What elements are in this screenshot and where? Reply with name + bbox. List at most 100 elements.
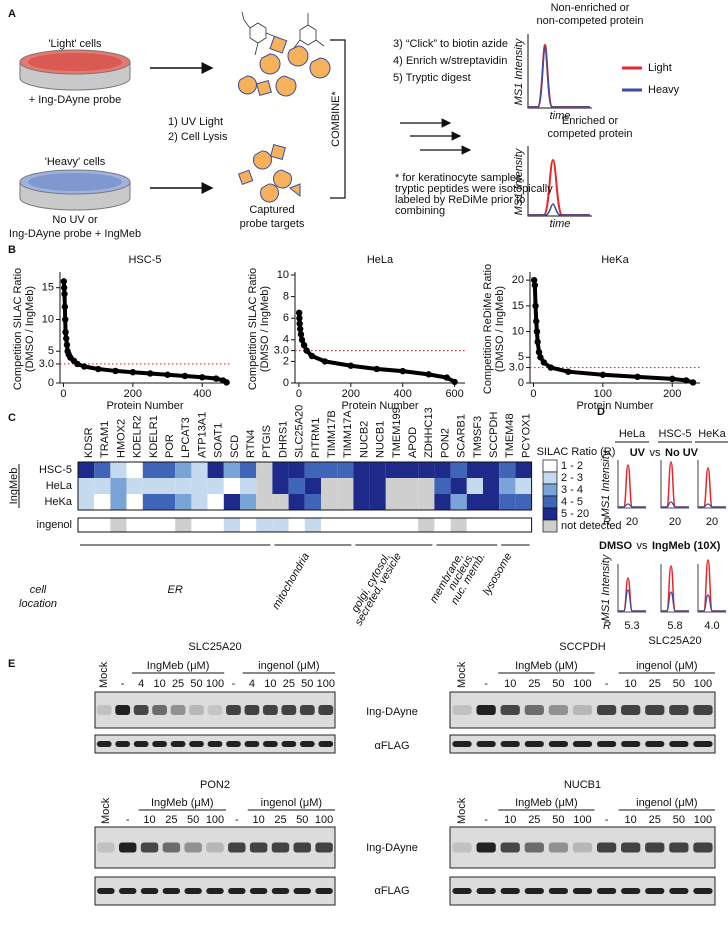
- lane-label: 50: [187, 814, 199, 826]
- band: [228, 842, 246, 853]
- heatmap-cell: [223, 462, 240, 478]
- heatmap-cell: [418, 494, 435, 510]
- x-tick-label: 100: [594, 388, 612, 400]
- band: [207, 705, 223, 715]
- heatmap-cell: [353, 494, 370, 510]
- lane-label: 10: [143, 814, 155, 826]
- data-point: [373, 365, 380, 373]
- band: [170, 741, 186, 747]
- heatmap-cell: [450, 462, 467, 478]
- axis-label: MS1 Intensity: [513, 37, 525, 105]
- gene-label: TMEM199: [391, 407, 403, 458]
- heatmap-cell: [304, 478, 321, 494]
- band: [184, 842, 202, 853]
- lane-label: 25: [649, 678, 661, 690]
- axis-label: Competition ReDiMe Ratio: [482, 264, 494, 394]
- lane-label: 4: [249, 678, 255, 690]
- lane-label: 10: [504, 814, 516, 826]
- trace-title: Non-enriched or: [551, 2, 630, 14]
- lane-label: 4: [138, 678, 144, 690]
- data-point: [62, 316, 69, 323]
- lane-label: -: [121, 678, 125, 690]
- data-point: [308, 352, 316, 360]
- band: [184, 888, 202, 894]
- data-point: [634, 373, 641, 381]
- footnote: * for keratinocyte samples,: [395, 172, 525, 184]
- row-label: ingenol: [37, 519, 72, 531]
- gene-label: PTGIS: [261, 425, 273, 458]
- column-label: HeKa: [698, 428, 726, 440]
- band: [97, 888, 115, 894]
- legend-swatch: [542, 495, 558, 509]
- heatmap-cell: [466, 478, 483, 494]
- gene-label: NUCB1: [375, 421, 387, 458]
- label: Captured: [249, 204, 294, 216]
- data-point: [74, 360, 81, 368]
- heatmap-cell: [223, 478, 240, 494]
- axis-label: Protein Number: [106, 400, 183, 412]
- data-point: [564, 368, 572, 375]
- axis-label: MS1 Intensity: [600, 449, 612, 517]
- data-point: [537, 354, 544, 361]
- heatmap-cell: [402, 518, 419, 532]
- lane-label: 10: [625, 678, 637, 690]
- heatmap-cell: [321, 494, 338, 510]
- gene-label: TIMM17B: [326, 410, 338, 458]
- trace-blue: [698, 503, 726, 508]
- trace-red: [698, 559, 726, 612]
- lane-label: 50: [673, 678, 685, 690]
- group-label: IngMeb (μM): [515, 797, 578, 809]
- heatmap-cell: [110, 518, 127, 532]
- trace-red: [698, 467, 726, 508]
- x-tick-label: 0: [60, 388, 66, 400]
- axis-label: MS1 Intensity: [513, 147, 525, 215]
- y-tick-label: 4: [283, 334, 289, 346]
- legend-label: 4 - 5: [561, 496, 583, 508]
- footnote: tryptic peptides were isotopically: [395, 183, 553, 195]
- heatmap-cell: [256, 518, 273, 532]
- lane-label: 25: [649, 814, 661, 826]
- label: + Ing-DAyne probe: [29, 94, 121, 106]
- band: [500, 888, 520, 894]
- heatmap-cell: [110, 494, 127, 510]
- data-point: [296, 315, 303, 322]
- step: 5) Tryptic digest: [393, 72, 471, 84]
- lane-label: 50: [552, 814, 564, 826]
- y-tick-label: 10: [512, 325, 524, 337]
- axis-label: (DMSO / IngMeb): [24, 286, 36, 372]
- heatmap-cell: [483, 518, 500, 532]
- r-value: 5.8: [667, 620, 682, 632]
- band: [693, 888, 713, 894]
- data-point: [451, 378, 458, 386]
- heatmap-cell: [240, 462, 257, 478]
- lane-label: -: [232, 678, 236, 690]
- heatmap-cell: [240, 494, 257, 510]
- row-label: HSC-5: [39, 464, 72, 476]
- group-label: IngMeb (μM): [515, 660, 578, 672]
- lane-label: -: [605, 814, 609, 826]
- gene-label: DHRS1: [277, 421, 289, 458]
- band: [152, 705, 167, 715]
- band: [500, 705, 520, 715]
- legend-swatch: [542, 507, 558, 521]
- panel-label: E: [8, 658, 15, 670]
- axis: [660, 564, 689, 613]
- row-label: HeLa: [46, 480, 73, 492]
- band: [669, 741, 689, 747]
- heatmap-cell: [272, 462, 289, 478]
- y-tick-label: 15: [512, 300, 524, 312]
- lane-label: -: [235, 814, 239, 826]
- legend-label: UV: [630, 447, 646, 459]
- data-point: [296, 320, 303, 327]
- heatmap-cell: [450, 478, 467, 494]
- axis-label: Competition SILAC Ratio: [12, 268, 24, 390]
- heatmap-cell: [142, 478, 159, 494]
- gene-label: SCD: [229, 435, 241, 458]
- blot-title: SCCPDH: [559, 641, 606, 653]
- gene-label: SCARB1: [456, 414, 468, 458]
- axis-label: Protein Number: [341, 400, 418, 412]
- trace-red: [618, 464, 646, 508]
- heatmap-cell: [191, 462, 208, 478]
- data-point: [540, 359, 548, 366]
- gene-label: PON2: [439, 428, 451, 458]
